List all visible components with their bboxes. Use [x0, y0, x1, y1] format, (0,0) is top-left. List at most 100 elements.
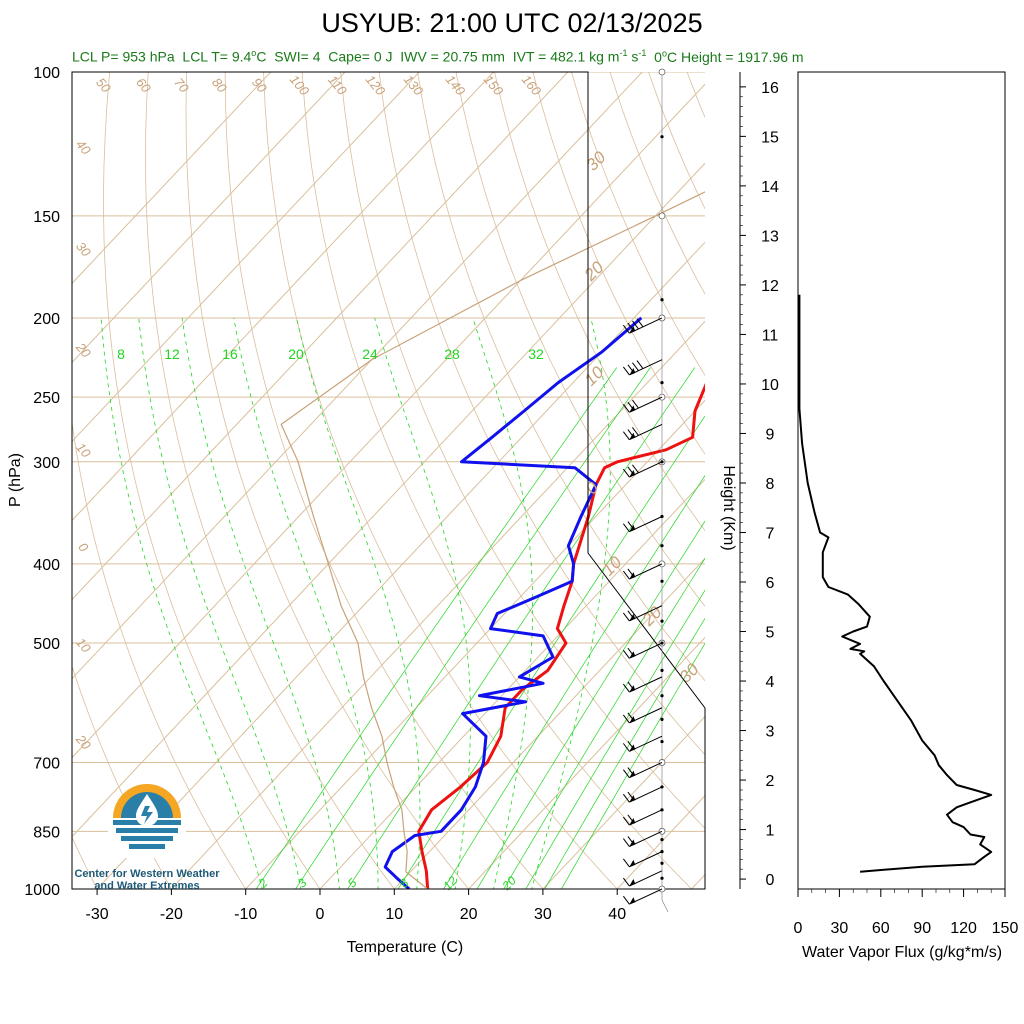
y-tick-label: 1000	[24, 882, 60, 899]
mixing-ratio-label: 20	[288, 346, 304, 362]
height-axis-label: Height (Km)	[720, 465, 737, 550]
dry-adiabat-label: 10	[73, 440, 94, 461]
dry-adiabat-line	[417, 72, 705, 682]
mixing-ratio-label: 32	[528, 346, 544, 362]
wind-barb-feather	[632, 320, 639, 330]
flux-x-axis-label: Water Vapor Flux (g/kg*m/s)	[802, 944, 1002, 961]
flux-frame	[797, 71, 1006, 890]
height-tick-label: 11	[762, 327, 779, 344]
dry-adiabat-label: 140	[443, 72, 469, 99]
barb-dot	[660, 544, 664, 548]
chart-subtitle: LCL P= 953 hPa LCL T= 9.4oC SWI= 4 Cape=…	[72, 48, 804, 65]
isotherm-line	[750, 54, 1024, 907]
wind-barb-feather	[622, 714, 630, 724]
water_vapor_flux-line	[798, 294, 993, 873]
barb-dot	[660, 876, 664, 880]
wind-barb-flag	[629, 326, 636, 334]
wind-barb-flag	[629, 651, 636, 659]
mixing-ratio-label: 5	[345, 876, 360, 891]
dry-adiabat-line	[340, 72, 705, 830]
dry-adiabat-label: 120	[363, 72, 389, 99]
x-tick-label: 30	[534, 906, 552, 923]
barb-dot	[660, 717, 664, 721]
mixing-ratio-line	[560, 642, 705, 889]
dry-adiabat-line	[103, 72, 321, 889]
moist-adiabat-line	[181, 317, 340, 889]
barb-dot	[660, 739, 664, 744]
mixing-ratio-label: 8	[117, 346, 125, 362]
wind-barb-flag	[629, 897, 636, 905]
dry-adiabat-line	[224, 72, 544, 889]
dry-adiabat-label: 20	[72, 731, 94, 753]
flux-x-tick-label: 150	[992, 920, 1019, 937]
wind-barb-feather	[632, 464, 639, 474]
height-tick-label: 3	[766, 724, 775, 741]
wind-barb-feather	[636, 360, 644, 369]
barb-staff-tail	[661, 899, 669, 913]
x-tick-label: 20	[460, 906, 478, 923]
mixing-ratio-label: 16	[222, 346, 238, 362]
wind-barb-feather	[632, 362, 639, 372]
moist-adiabat-line	[531, 317, 611, 889]
mixing-ratio-line	[397, 415, 705, 889]
wind-barb-flag	[629, 613, 636, 621]
wind-barb-feather	[636, 318, 644, 328]
mixing-ratio-line	[544, 617, 705, 889]
lcl-pressure: LCL P= 953 hPa	[72, 48, 175, 65]
wind-barb-feather	[622, 877, 630, 887]
flux-x-tick-label: 60	[872, 920, 890, 937]
barb-dot	[660, 694, 664, 698]
y-tick-label: 200	[33, 311, 60, 328]
y-tick-label: 250	[33, 390, 60, 407]
y-tick-label: 700	[33, 755, 60, 772]
skewt-frame	[71, 71, 706, 890]
mixing-ratio-label: 12	[164, 346, 180, 362]
isotherm-line	[72, 72, 495, 522]
moist-adiabat-line	[138, 317, 302, 889]
isotherm-line	[170, 320, 705, 889]
moist-adiabat-line	[233, 317, 379, 889]
x-tick-label: -30	[86, 906, 109, 923]
wind-barb-feather	[622, 612, 630, 622]
mixing-ratio-label: 20	[499, 873, 519, 893]
wind-barb-flag	[629, 715, 636, 723]
wind-barb-feather	[632, 427, 639, 436]
flux-x-tick-label: 0	[794, 920, 803, 937]
dry-adiabat-line	[802, 72, 1024, 906]
isotherm-line	[72, 72, 272, 285]
barb-dot	[660, 135, 664, 139]
wind-barb-feather	[622, 858, 630, 868]
temperature-line	[417, 383, 705, 889]
height-tick-label: 16	[761, 80, 779, 97]
wind-barb-flag	[629, 879, 636, 887]
dry-adiabat-line	[609, 72, 705, 295]
y-tick-label: 400	[33, 557, 60, 574]
logo-text-line2: and Water Extremes	[94, 880, 199, 892]
height-tick-label: 10	[761, 377, 779, 394]
wind-barb-feather	[622, 683, 630, 693]
x-tick-label: 40	[608, 906, 626, 923]
dry-adiabat-label: 90	[249, 75, 270, 96]
x-tick-label: -20	[160, 906, 183, 923]
dry-adiabat-line	[145, 72, 395, 889]
chart-title: USYUB: 21:00 UTC 02/13/2025	[321, 8, 703, 38]
x-tick-label: -10	[234, 906, 257, 923]
lcl-temperature: LCL T= 9.4	[182, 48, 252, 65]
isotherm-line	[467, 636, 705, 889]
barb-dot	[660, 298, 664, 302]
flux-x-tick-label: 30	[831, 920, 849, 937]
barb-ring	[658, 68, 666, 76]
dry-adiabat-label: 160	[519, 72, 545, 99]
height-tick-label: 7	[766, 525, 775, 542]
height-tick-label: 4	[766, 674, 775, 691]
wind-barb-flag	[629, 405, 636, 413]
height-tick-label: 6	[766, 575, 775, 592]
isotherm-line	[72, 72, 346, 364]
swi-value: SWI= 4	[274, 48, 321, 65]
y-tick-label: 100	[33, 65, 60, 82]
y-tick-label: 850	[33, 824, 60, 841]
flux-plot-area	[798, 294, 993, 873]
zero-height-value: 0oC Height = 1917.96 m	[654, 48, 804, 65]
wind-barb-feather	[622, 431, 630, 440]
